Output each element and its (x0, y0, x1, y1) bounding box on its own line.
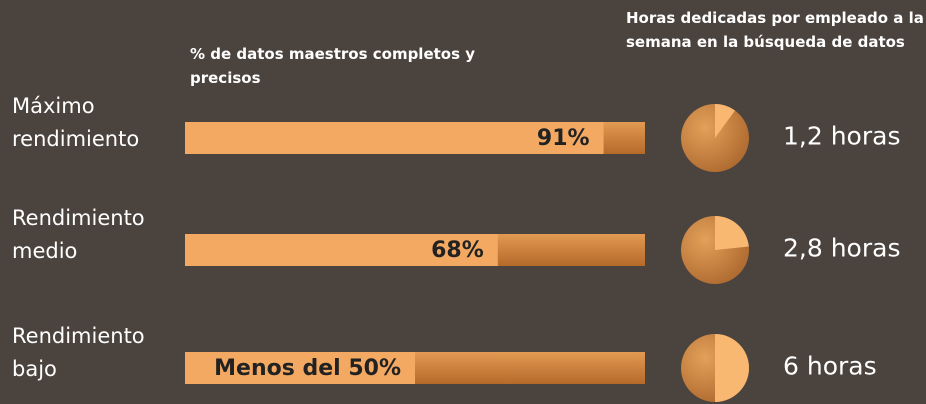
bar-header: % de datos maestros completos y precisos (190, 45, 476, 87)
bar (185, 234, 498, 266)
category-label: Máximo rendimiento (12, 94, 140, 151)
pie-slice (715, 104, 735, 138)
pie-slice (715, 334, 749, 402)
category-label: Rendimiento bajo (12, 324, 145, 381)
hours-label: 2,8 horas (783, 233, 901, 263)
bar (185, 122, 604, 154)
hours-label: 6 horas (783, 351, 877, 381)
bar (185, 352, 415, 384)
value-label: Menos del 50% (214, 356, 401, 381)
category-label: Rendimiento medio (12, 206, 145, 263)
hours-label: 1,2 horas (783, 121, 901, 151)
pie-header: Horas dedicadas por empleado a la semana… (626, 9, 924, 51)
value-label: 91% (537, 126, 590, 151)
pie-slice (715, 216, 749, 250)
value-label: 68% (431, 238, 484, 263)
